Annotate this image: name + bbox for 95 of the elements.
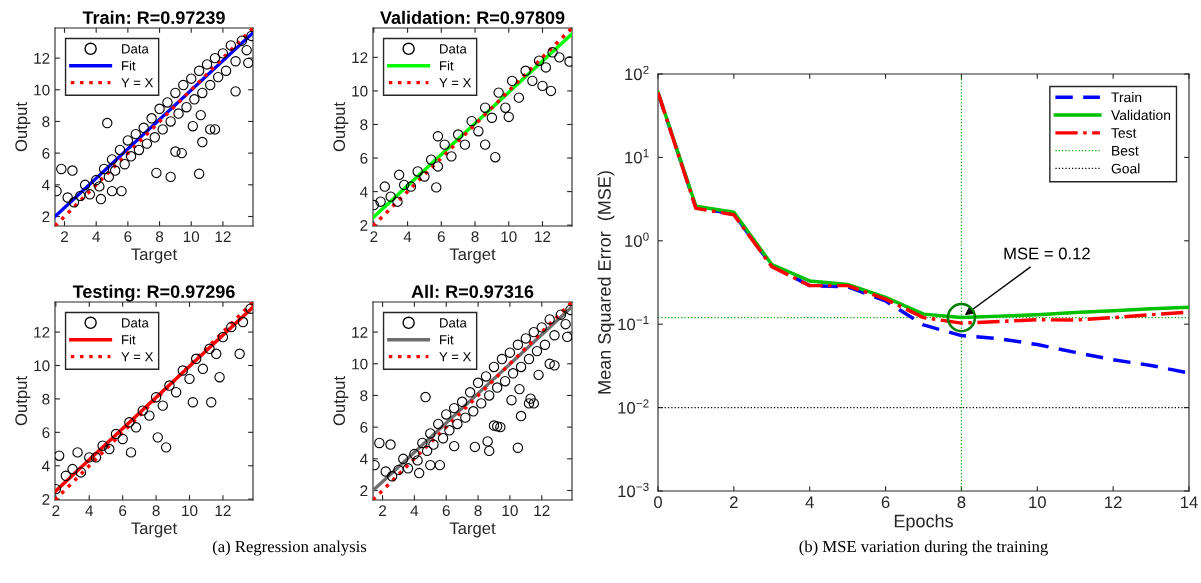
- y-tick-label: 12: [352, 326, 368, 338]
- x-tick-label: 12: [535, 231, 551, 242]
- y-tick-label: 10: [34, 84, 50, 96]
- y-tick-label: 10$^{−2}$: [618, 399, 649, 414]
- y-tick-label: 10: [34, 360, 50, 372]
- legend-label: Y = X: [121, 352, 154, 362]
- x-tick-label: 12: [1105, 496, 1122, 508]
- y-axis-title: Mean Squared Error (MSE): [597, 171, 615, 394]
- x-tick-label: 2: [370, 231, 378, 242]
- text: (a) Regression analysis: [212, 540, 367, 556]
- x-tick-label: 8: [474, 505, 482, 517]
- x-tick-label: 14: [1181, 496, 1198, 508]
- y-tick-label: 4: [359, 186, 368, 198]
- y-tick-label: 10$^{1}$: [625, 149, 649, 164]
- y-tick-label: 10$^{2}$: [625, 65, 649, 81]
- y-tick-label: 6: [42, 148, 50, 159]
- y-tick-label: 8: [360, 119, 368, 131]
- legend-label: Best: [1112, 145, 1139, 156]
- legend-label: Train: [1111, 92, 1142, 103]
- x-tick-label: 4: [805, 496, 814, 508]
- legend-label: Y = X: [439, 78, 472, 88]
- y-tick-label: 12: [34, 326, 50, 338]
- x-tick-label: 4: [403, 231, 412, 242]
- legend-label: Test: [1111, 128, 1137, 138]
- y-tick-label: 6: [360, 152, 368, 164]
- y-axis-title: Output: [15, 376, 31, 426]
- y-tick-label: 10$^{−3}$: [618, 482, 649, 498]
- x-tick-label: 0: [654, 496, 662, 509]
- x-tick-label: 10: [501, 231, 517, 243]
- legend-label: Fit: [440, 334, 454, 345]
- x-axis-title: Target: [131, 522, 178, 538]
- x-tick-label: 10: [1029, 496, 1046, 509]
- annotation: MSE = 0.12: [1004, 247, 1090, 260]
- x-tick-label: 12: [215, 231, 231, 242]
- x-tick-label: 10: [182, 505, 198, 517]
- y-tick-label: 10$^{−1}$: [618, 315, 649, 331]
- legend-label: Validation: [1111, 109, 1171, 121]
- legend-label: Goal: [1111, 163, 1140, 174]
- y-tick-label: 10$^{0}$: [625, 232, 649, 247]
- y-tick-label: 4: [41, 179, 50, 191]
- x-tick-label: 12: [215, 505, 231, 516]
- y-tick-label: 8: [360, 390, 368, 402]
- legend-label: Data: [122, 318, 149, 328]
- y-tick-label: 4: [41, 460, 50, 472]
- x-tick-label: 8: [155, 231, 164, 243]
- y-tick-label: 2: [360, 220, 368, 231]
- x-axis-title: Epochs: [894, 514, 953, 532]
- legend-label: Data: [440, 318, 467, 328]
- legend-label: Fit: [440, 60, 454, 71]
- x-tick-label: 12: [534, 505, 550, 516]
- x-tick-label: 2: [730, 496, 738, 508]
- x-tick-label: 2: [61, 231, 68, 242]
- y-tick-label: 10: [352, 85, 368, 97]
- text: (b) MSE variation during the training: [799, 540, 1048, 556]
- x-tick-label: 2: [379, 505, 387, 516]
- chart-title: Train: R=0.97239: [82, 10, 225, 25]
- y-axis-title: Output: [15, 102, 31, 152]
- legend-label: Y = X: [439, 352, 472, 362]
- chart-title: Testing: R=0.97296: [72, 284, 235, 302]
- y-tick-label: 6: [42, 427, 50, 439]
- x-tick-label: 4: [410, 505, 419, 516]
- legend-label: Data: [122, 44, 149, 54]
- x-axis-title: Target: [449, 522, 496, 538]
- chart-title: All: R=0.97316: [411, 284, 534, 299]
- x-tick-label: 2: [52, 505, 60, 516]
- legend-label: Y = X: [121, 78, 154, 88]
- y-tick-label: 10: [352, 358, 368, 370]
- x-tick-label: 6: [119, 505, 127, 517]
- legend-label: Data: [440, 44, 467, 54]
- legend-label: Fit: [122, 60, 136, 71]
- y-tick-label: 8: [42, 393, 50, 405]
- x-tick-label: 6: [881, 496, 890, 509]
- x-tick-label: 8: [471, 231, 479, 243]
- x-tick-label: 10: [502, 505, 518, 517]
- x-tick-label: 8: [152, 505, 160, 517]
- x-tick-label: 6: [437, 231, 445, 243]
- x-tick-label: 10: [183, 231, 200, 243]
- y-axis-title: Output: [333, 102, 349, 152]
- x-axis-title: Target: [449, 248, 496, 264]
- y-tick-label: 6: [360, 422, 368, 433]
- y-tick-label: 4: [359, 453, 368, 465]
- chart-title: Validation: R=0.97809: [380, 10, 565, 25]
- x-tick-label: 8: [957, 496, 966, 509]
- x-tick-label: 6: [124, 231, 132, 243]
- y-axis-title: Output: [333, 376, 349, 426]
- x-axis-title: Target: [131, 248, 178, 264]
- y-tick-label: 2: [360, 485, 368, 497]
- y-tick-label: 12: [352, 52, 368, 63]
- y-tick-label: 2: [42, 211, 50, 223]
- legend-label: Fit: [122, 334, 136, 345]
- y-tick-label: 8: [42, 116, 50, 128]
- x-tick-label: 4: [92, 231, 100, 242]
- y-tick-label: 12: [34, 52, 50, 64]
- x-tick-label: 6: [442, 505, 450, 517]
- x-tick-label: 4: [85, 505, 94, 516]
